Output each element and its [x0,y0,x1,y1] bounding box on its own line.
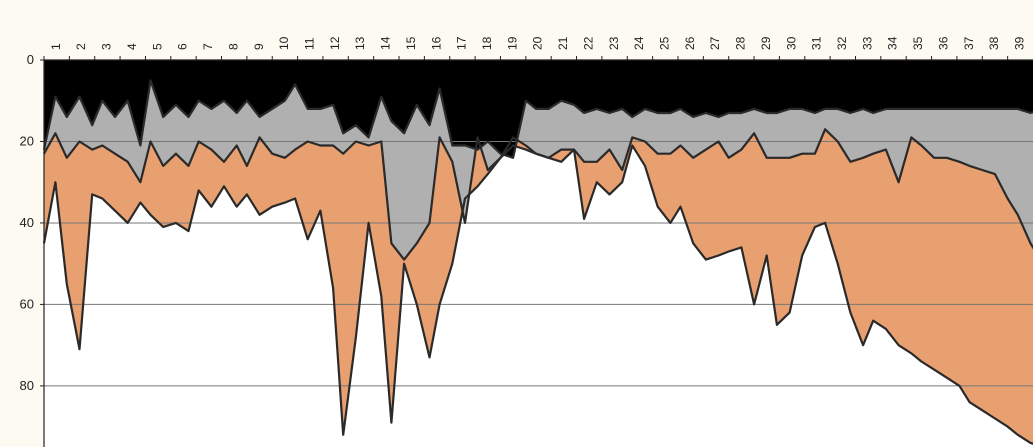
x-tick-label: 17 [455,36,469,50]
y-tick-label: 60 [20,296,34,311]
x-tick-label: 24 [632,36,646,50]
x-tick-label: 18 [480,36,494,50]
series-line-0 [42,79,1033,159]
x-tick-label: 19 [505,36,519,50]
x-tick-label: 37 [962,36,976,50]
x-tick-label: 13 [353,36,367,50]
x-tick-label: 29 [759,36,773,50]
x-tick-label: 11 [302,37,316,50]
x-tick-label: 9 [252,43,266,50]
x-tick-label: 12 [328,36,342,50]
y-tick-label: 0 [27,52,34,67]
x-tick-label: 31 [810,36,824,50]
x-tick-label: 3 [100,43,114,50]
x-tick-label: 36 [936,36,950,50]
x-tick-label: 21 [556,36,570,50]
x-tick-label: 5 [150,43,164,50]
x-tick-label: 35 [911,36,925,50]
x-tick-label: 28 [734,36,748,50]
x-tick-label: 38 [987,36,1001,50]
x-tick-label: 4 [125,43,139,50]
x-tick-label: 1 [49,43,63,50]
x-tick-label: 20 [531,36,545,50]
x-tick-label: 14 [378,36,392,50]
x-tick-label: 30 [784,36,798,50]
x-tick-label: 8 [226,43,240,50]
x-tick-label: 26 [683,36,697,50]
x-tick-label: 16 [429,36,443,50]
x-tick-label: 23 [607,36,621,50]
x-tick-label: 27 [708,36,722,50]
x-tick-label: 25 [657,36,671,50]
x-tick-label: 7 [201,43,215,50]
x-tick-label: 33 [860,36,874,50]
x-tick-label: 22 [581,36,595,50]
y-tick-label: 80 [20,378,34,393]
series-line-1 [43,128,1033,261]
x-tick-label: 15 [404,36,418,50]
y-tick-label: 40 [20,215,34,230]
x-tick-label: 6 [176,43,190,50]
y-tick-label: 20 [20,133,34,148]
x-tick-label: 34 [886,36,900,50]
x-tick-label: 10 [277,36,291,50]
x-tick-label: 32 [835,36,849,50]
x-tick-label: 2 [74,43,88,50]
x-tick-label: 39 [1012,36,1026,50]
